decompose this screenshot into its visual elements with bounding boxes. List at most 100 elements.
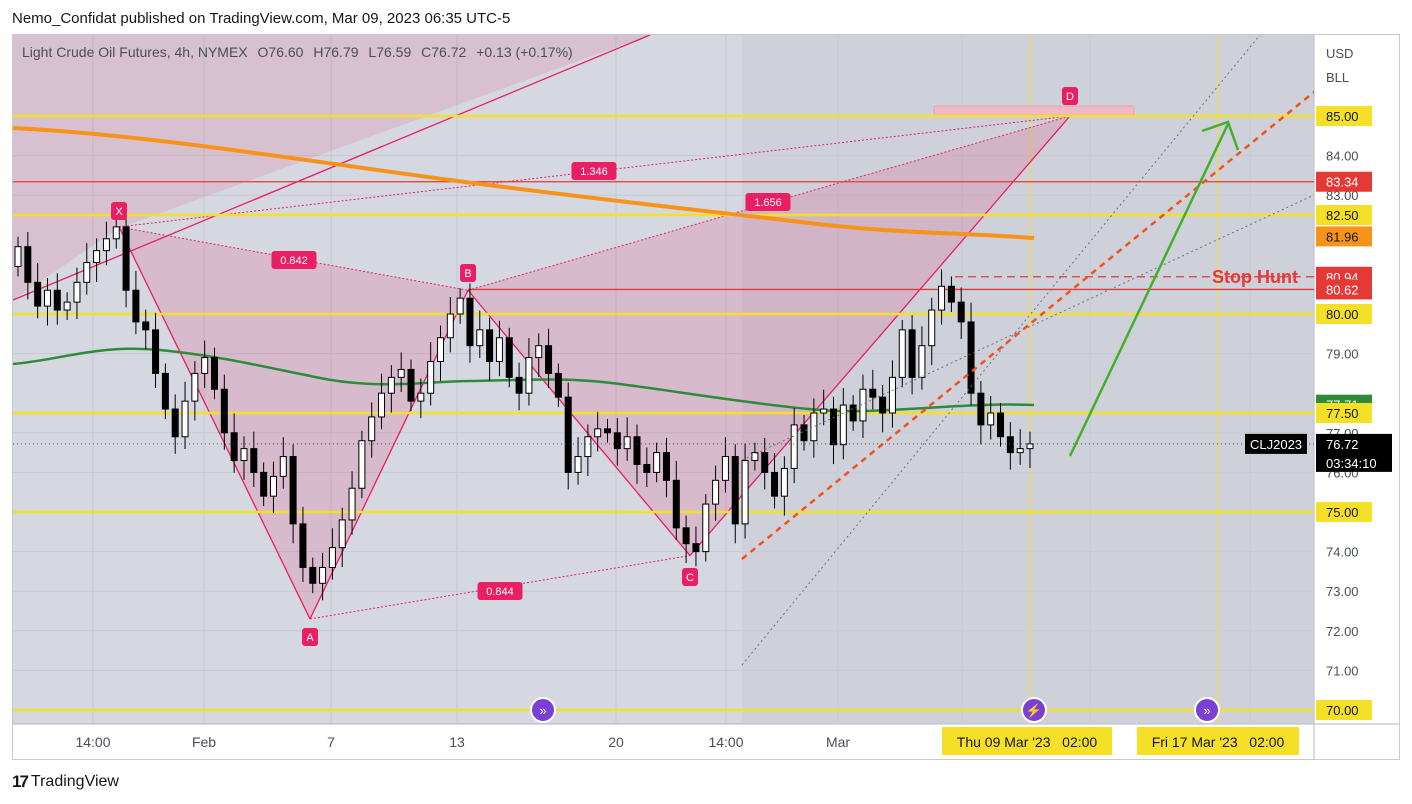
candle [319, 552, 327, 601]
pattern-point-badge [111, 202, 127, 220]
candle [358, 430, 366, 499]
candle-body [122, 226, 130, 291]
chart-frame[interactable] [12, 34, 1400, 760]
candle [957, 287, 965, 339]
candle-body [466, 297, 474, 347]
pattern-point-badge [302, 628, 318, 646]
price-level-badge [1316, 106, 1372, 126]
candle-body [790, 424, 798, 469]
candle-body [672, 479, 680, 529]
candle-body [299, 523, 307, 568]
candle [299, 506, 307, 583]
candle [378, 373, 386, 430]
candle [122, 212, 130, 308]
pattern-point-badge [1062, 87, 1078, 105]
candle-body [957, 301, 965, 323]
candle-body [820, 408, 828, 414]
candle [810, 398, 818, 458]
candle-body [387, 376, 395, 394]
candle-body [378, 392, 386, 418]
candle-body [53, 289, 61, 311]
time-axis[interactable]: 14:00 Feb 7 13 20 14:00 Mar Thu 09 Mar '23 02:0… [75, 727, 1299, 755]
instrument-legend: Light Crude Oil Futures, 4h, NYMEX O76.6… [22, 44, 579, 60]
candle [564, 382, 572, 490]
candle [829, 396, 837, 465]
candle [898, 319, 906, 388]
candle-body [181, 400, 189, 438]
candle-body [191, 372, 199, 402]
candle [623, 417, 631, 461]
instrument-name: Light Crude Oil Futures, 4h, NYMEX [22, 44, 248, 60]
candle [574, 437, 582, 485]
candle [721, 437, 729, 493]
ratio-badge [745, 193, 791, 211]
candle-body [928, 309, 936, 347]
candle [250, 431, 258, 488]
candle [436, 325, 444, 381]
candlesticks [14, 212, 1034, 601]
candle [633, 424, 641, 484]
price-level-badge [1316, 502, 1372, 522]
candle [161, 363, 169, 419]
candle-body [14, 246, 22, 267]
candle [446, 296, 454, 353]
lightning-icon-glyph: ⚡ [1026, 703, 1042, 719]
time-tick-label: 13 [449, 734, 465, 750]
arrow-head-icon [1201, 120, 1240, 151]
time-tick-label: 14:00 [75, 734, 110, 750]
candle [260, 462, 268, 507]
candle [181, 381, 189, 450]
candle-body [142, 321, 150, 331]
candle [613, 418, 621, 466]
candle-body [201, 357, 209, 374]
time-tick-label: Feb [192, 734, 216, 750]
candle-body [220, 388, 228, 434]
forward-icon[interactable] [1194, 697, 1220, 723]
candle [702, 494, 710, 562]
lightning-icon[interactable] [1021, 697, 1047, 723]
candle [14, 236, 22, 277]
pattern-wedge [13, 35, 650, 300]
price-level-badge [1316, 171, 1372, 192]
forward-icon[interactable] [530, 697, 556, 723]
candle-body [250, 448, 258, 473]
price-axis[interactable]: 71.0072.0073.0074.0076.0077.0079.0083.00… [1245, 106, 1392, 720]
pattern-trendline [13, 35, 651, 301]
candle [662, 437, 670, 498]
candle-body [63, 301, 71, 311]
price-level-label: 80.00 [1326, 307, 1359, 322]
candle [1016, 429, 1024, 465]
trend-line [741, 91, 1314, 560]
candle-body [397, 368, 405, 378]
candle [888, 360, 896, 428]
candle-body [407, 368, 415, 402]
price-level-badge [1316, 226, 1372, 247]
candle-body [132, 289, 140, 323]
candle-body [348, 487, 356, 521]
time-tick-label: Mar [826, 734, 850, 750]
candle [869, 369, 877, 410]
candle [220, 374, 228, 450]
tradingview-logo[interactable]: 17 TradingView [12, 772, 119, 792]
candle-body [771, 471, 779, 497]
candle-body [869, 388, 877, 398]
candle-body [623, 436, 631, 450]
candle-body [152, 329, 160, 374]
candle [240, 436, 248, 480]
price-level-label: 70.00 [1326, 703, 1359, 718]
candle-body [702, 503, 710, 553]
stop-hunt-label: Stop Hunt [1212, 267, 1298, 287]
candle-body [417, 392, 425, 402]
candle-body [594, 428, 602, 438]
candle [279, 437, 287, 489]
candle-body [721, 456, 729, 481]
candle-body [741, 460, 749, 525]
candle [515, 362, 523, 411]
time-tick-label: 7 [327, 734, 335, 750]
candle [908, 315, 916, 395]
price-tick-label: 73.00 [1326, 584, 1359, 599]
candle [289, 444, 297, 544]
pattern-leg [689, 115, 1071, 556]
forward-icon-glyph: » [539, 703, 546, 718]
